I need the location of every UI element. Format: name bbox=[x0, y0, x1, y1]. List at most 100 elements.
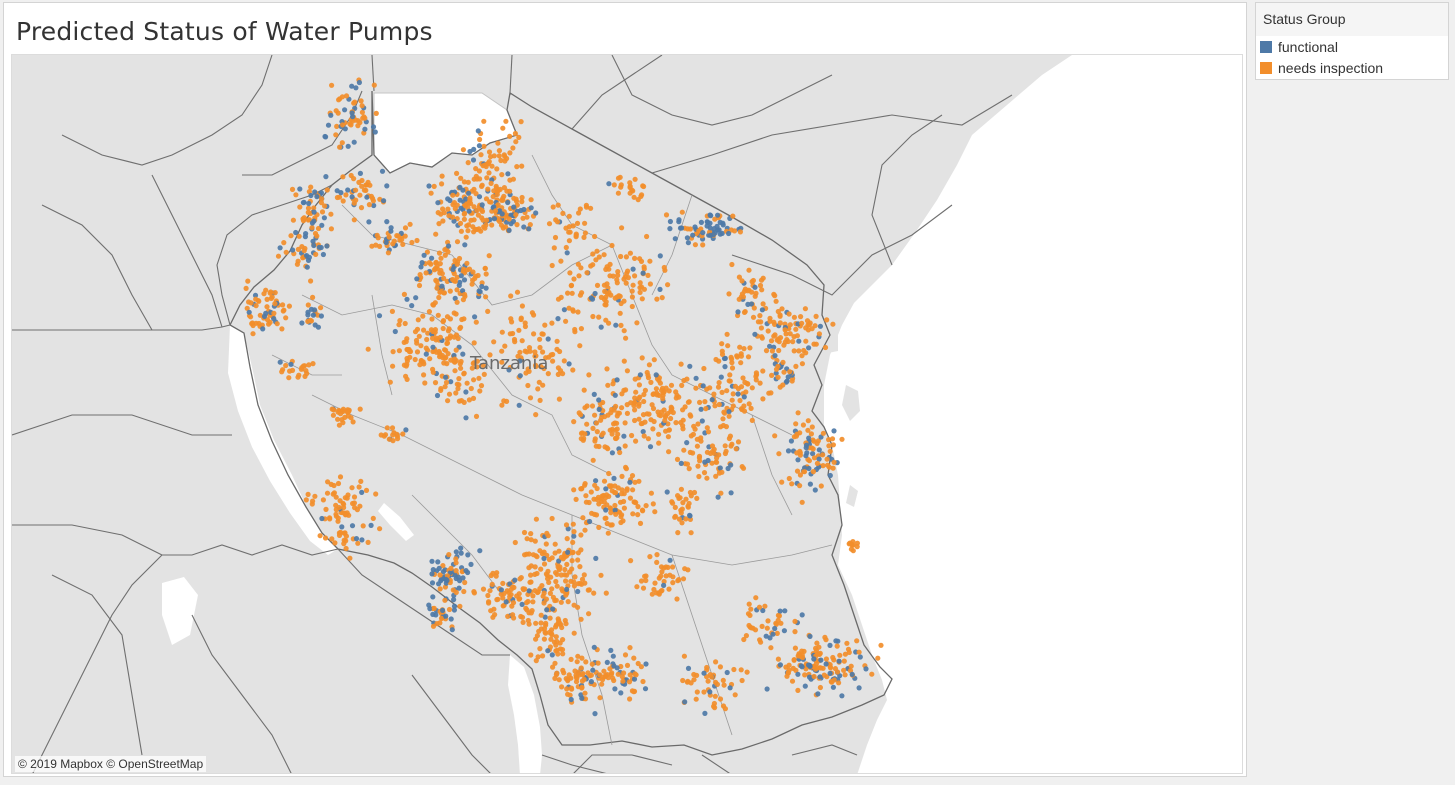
point-needs-inspection[interactable] bbox=[489, 581, 495, 588]
point-needs-inspection[interactable] bbox=[444, 340, 450, 347]
point-needs-inspection[interactable] bbox=[630, 511, 636, 517]
point-functional[interactable] bbox=[505, 171, 511, 177]
point-needs-inspection[interactable] bbox=[308, 184, 314, 190]
point-needs-inspection[interactable] bbox=[854, 638, 860, 644]
point-needs-inspection[interactable] bbox=[687, 226, 694, 232]
point-needs-inspection[interactable] bbox=[573, 679, 580, 685]
point-needs-inspection[interactable] bbox=[640, 508, 646, 514]
point-needs-inspection[interactable] bbox=[559, 684, 565, 690]
point-needs-inspection[interactable] bbox=[422, 380, 428, 386]
point-needs-inspection[interactable] bbox=[575, 309, 581, 315]
point-needs-inspection[interactable] bbox=[590, 313, 596, 320]
point-needs-inspection[interactable] bbox=[390, 363, 396, 369]
point-needs-inspection[interactable] bbox=[578, 616, 584, 622]
point-needs-inspection[interactable] bbox=[760, 275, 766, 281]
point-needs-inspection[interactable] bbox=[312, 493, 318, 499]
point-functional[interactable] bbox=[561, 307, 568, 313]
point-needs-inspection[interactable] bbox=[745, 611, 752, 617]
point-needs-inspection[interactable] bbox=[584, 421, 590, 427]
point-needs-inspection[interactable] bbox=[636, 403, 642, 409]
point-functional[interactable] bbox=[526, 226, 532, 232]
point-needs-inspection[interactable] bbox=[444, 361, 450, 367]
point-needs-inspection[interactable] bbox=[417, 272, 423, 278]
point-functional[interactable] bbox=[777, 608, 783, 614]
point-needs-inspection[interactable] bbox=[474, 176, 480, 182]
point-needs-inspection[interactable] bbox=[436, 221, 442, 227]
point-functional[interactable] bbox=[325, 122, 332, 128]
point-needs-inspection[interactable] bbox=[373, 242, 379, 248]
point-needs-inspection[interactable] bbox=[519, 163, 525, 169]
point-needs-inspection[interactable] bbox=[805, 427, 811, 433]
point-needs-inspection[interactable] bbox=[738, 353, 745, 359]
point-needs-inspection[interactable] bbox=[679, 382, 685, 388]
point-needs-inspection[interactable] bbox=[577, 292, 584, 298]
point-needs-inspection[interactable] bbox=[672, 514, 678, 520]
point-functional[interactable] bbox=[479, 283, 485, 290]
point-needs-inspection[interactable] bbox=[590, 251, 596, 257]
point-needs-inspection[interactable] bbox=[456, 398, 462, 404]
point-needs-inspection[interactable] bbox=[384, 425, 390, 431]
point-needs-inspection[interactable] bbox=[567, 569, 573, 575]
point-needs-inspection[interactable] bbox=[539, 551, 546, 557]
point-needs-inspection[interactable] bbox=[661, 407, 667, 413]
point-needs-inspection[interactable] bbox=[666, 586, 672, 592]
point-needs-inspection[interactable] bbox=[272, 290, 278, 296]
point-functional[interactable] bbox=[310, 238, 316, 244]
point-functional[interactable] bbox=[812, 487, 818, 493]
point-needs-inspection[interactable] bbox=[507, 133, 513, 139]
point-needs-inspection[interactable] bbox=[631, 194, 637, 200]
point-needs-inspection[interactable] bbox=[482, 265, 488, 272]
point-needs-inspection[interactable] bbox=[616, 410, 623, 416]
point-functional[interactable] bbox=[450, 266, 456, 272]
point-needs-inspection[interactable] bbox=[707, 385, 713, 391]
point-functional[interactable] bbox=[370, 124, 377, 130]
point-functional[interactable] bbox=[676, 219, 682, 225]
point-needs-inspection[interactable] bbox=[827, 665, 834, 671]
point-needs-inspection[interactable] bbox=[514, 593, 520, 599]
point-needs-inspection[interactable] bbox=[339, 140, 345, 146]
point-needs-inspection[interactable] bbox=[396, 348, 402, 354]
point-functional[interactable] bbox=[384, 219, 390, 225]
point-needs-inspection[interactable] bbox=[659, 387, 665, 393]
point-needs-inspection[interactable] bbox=[306, 362, 312, 368]
point-functional[interactable] bbox=[372, 129, 378, 135]
point-needs-inspection[interactable] bbox=[351, 494, 358, 500]
point-needs-inspection[interactable] bbox=[507, 188, 513, 194]
legend-item-needs-inspection[interactable]: needs inspection bbox=[1256, 57, 1448, 78]
point-needs-inspection[interactable] bbox=[632, 395, 638, 401]
point-needs-inspection[interactable] bbox=[663, 212, 670, 218]
point-needs-inspection[interactable] bbox=[498, 157, 504, 164]
point-needs-inspection[interactable] bbox=[453, 347, 459, 353]
point-needs-inspection[interactable] bbox=[325, 479, 331, 485]
point-needs-inspection[interactable] bbox=[501, 185, 507, 191]
point-needs-inspection[interactable] bbox=[454, 299, 460, 305]
point-needs-inspection[interactable] bbox=[824, 456, 830, 462]
point-needs-inspection[interactable] bbox=[303, 368, 309, 374]
point-needs-inspection[interactable] bbox=[760, 396, 766, 402]
point-functional[interactable] bbox=[592, 711, 598, 717]
point-needs-inspection[interactable] bbox=[756, 604, 763, 610]
point-functional[interactable] bbox=[550, 606, 556, 612]
point-needs-inspection[interactable] bbox=[329, 406, 335, 412]
point-needs-inspection[interactable] bbox=[340, 500, 346, 506]
point-needs-inspection[interactable] bbox=[531, 331, 537, 337]
point-functional[interactable] bbox=[796, 338, 802, 344]
point-needs-inspection[interactable] bbox=[746, 601, 752, 607]
point-needs-inspection[interactable] bbox=[359, 183, 365, 189]
point-needs-inspection[interactable] bbox=[542, 322, 548, 328]
point-needs-inspection[interactable] bbox=[632, 255, 638, 261]
point-needs-inspection[interactable] bbox=[281, 307, 287, 313]
point-functional[interactable] bbox=[827, 642, 833, 649]
point-needs-inspection[interactable] bbox=[793, 421, 799, 427]
point-needs-inspection[interactable] bbox=[317, 533, 323, 539]
point-needs-inspection[interactable] bbox=[618, 519, 624, 526]
point-needs-inspection[interactable] bbox=[577, 564, 583, 570]
point-needs-inspection[interactable] bbox=[683, 516, 689, 522]
point-needs-inspection[interactable] bbox=[568, 685, 575, 691]
point-needs-inspection[interactable] bbox=[738, 667, 744, 673]
point-needs-inspection[interactable] bbox=[650, 391, 656, 397]
point-needs-inspection[interactable] bbox=[366, 202, 372, 208]
point-needs-inspection[interactable] bbox=[473, 413, 480, 419]
point-functional[interactable] bbox=[297, 186, 303, 192]
point-needs-inspection[interactable] bbox=[351, 200, 357, 206]
